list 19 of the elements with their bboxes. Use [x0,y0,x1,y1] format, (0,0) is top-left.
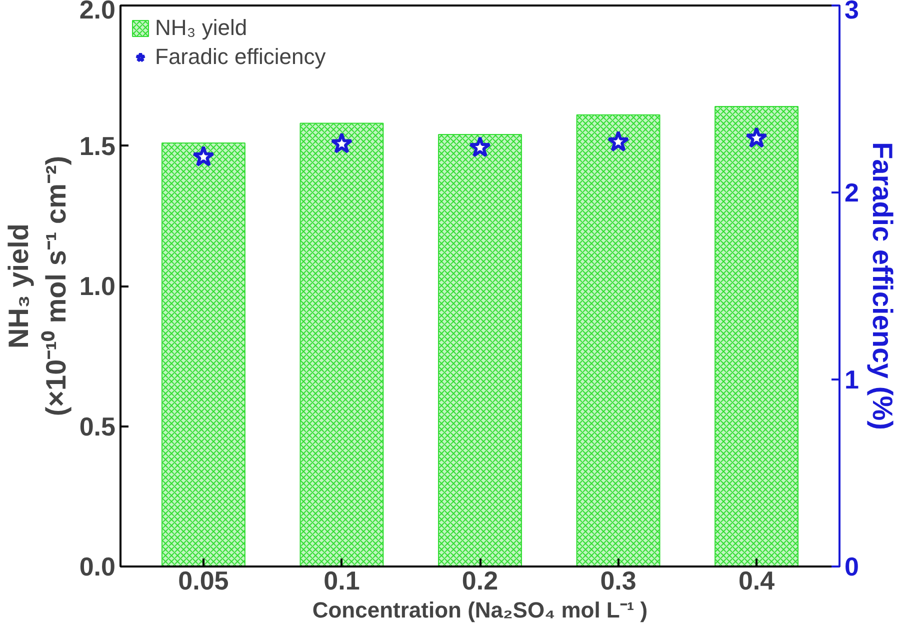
y-tick-label: 0.0 [79,552,116,582]
y2-tick-label: 2 [844,178,859,208]
y2-tick-label: 3 [844,0,859,24]
legend-label: Faradic efficiency [155,44,326,70]
x-axis-title: Concentration (Na₂SO₄ mol L⁻¹ ) [312,598,648,622]
y2-axis-title: Faradic efficiency (%) [866,142,898,430]
x-tick-label: 0.1 [324,566,360,596]
y2-tick-label: 1 [844,364,859,394]
y-tick-label: 1.0 [79,271,116,301]
x-tick-label: 0.05 [178,566,229,596]
x-tick-label: 0.4 [738,566,776,596]
x-tick-label: 0.2 [462,566,498,596]
y-tick-label: 2.0 [79,0,116,24]
y-tick-label: 0.5 [79,411,116,442]
y-tick-label: 1.5 [79,130,116,161]
y-axis-title: NH₃ yield (×10⁻¹⁰ mol s⁻¹ cm⁻²) [3,156,72,416]
legend-label: NH₃ yield [155,15,248,41]
x-tick-label: 0.3 [600,566,636,596]
y2-tick-label: 0 [844,552,859,582]
